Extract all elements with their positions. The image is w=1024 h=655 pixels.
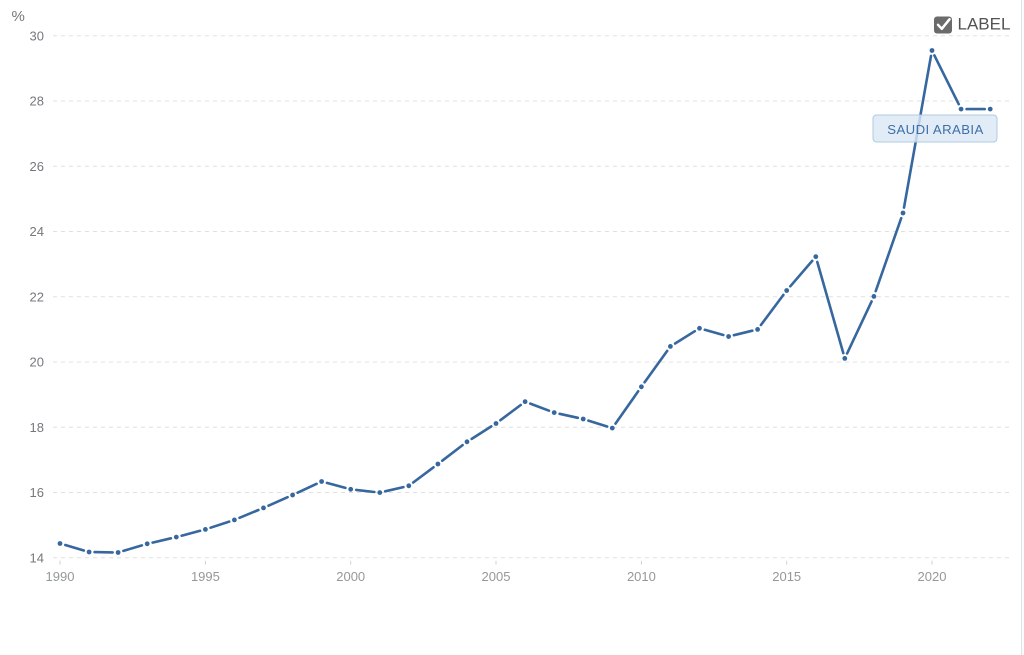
svg-text:22: 22 [30, 289, 44, 304]
svg-text:30: 30 [30, 28, 44, 43]
svg-text:2005: 2005 [482, 569, 511, 584]
svg-text:SAUDI ARABIA: SAUDI ARABIA [887, 122, 983, 137]
svg-text:18: 18 [30, 420, 44, 435]
svg-text:2010: 2010 [627, 569, 656, 584]
svg-text:2015: 2015 [772, 569, 801, 584]
svg-text:14: 14 [30, 550, 44, 565]
svg-text:%: % [12, 8, 25, 25]
svg-text:16: 16 [30, 485, 44, 500]
svg-text:LABEL: LABEL [958, 14, 1011, 33]
svg-text:2000: 2000 [336, 569, 365, 584]
svg-text:28: 28 [30, 94, 44, 109]
svg-text:1990: 1990 [46, 569, 75, 584]
svg-text:26: 26 [30, 159, 44, 174]
svg-text:24: 24 [30, 224, 44, 239]
svg-text:2020: 2020 [918, 569, 947, 584]
svg-text:1995: 1995 [191, 569, 220, 584]
svg-text:20: 20 [30, 355, 44, 370]
